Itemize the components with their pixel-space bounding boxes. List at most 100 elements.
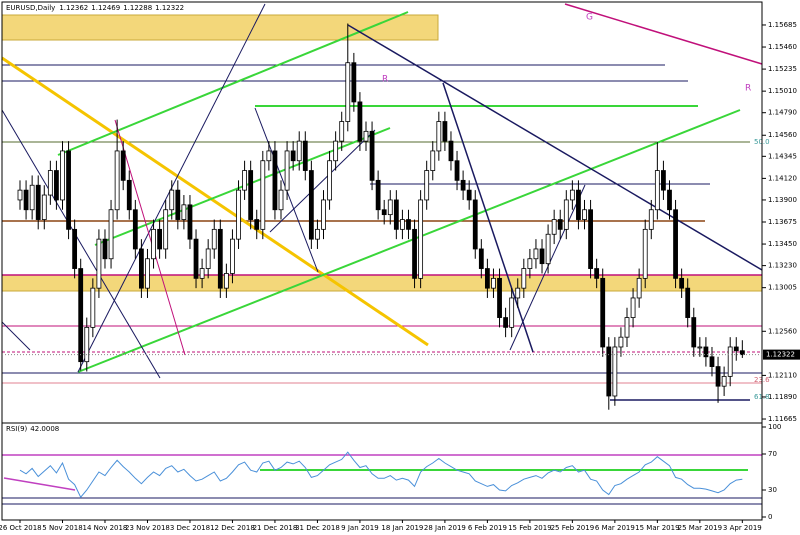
candle-body: [217, 228, 223, 289]
levels: [2, 64, 762, 401]
candle-body: [120, 150, 126, 181]
candle-body: [442, 121, 448, 142]
chart-header: EURUSD,Daily 1.12362 1.12469 1.12288 1.12322: [6, 4, 184, 12]
candle-body: [254, 219, 260, 230]
x-tick-label: 9 Jan 2019: [341, 524, 379, 532]
y-tick-label: 1.15010: [768, 87, 797, 95]
candle-body: [721, 375, 727, 387]
trendline: [57, 11, 409, 156]
rsi-tick-label: 70: [768, 450, 777, 458]
candle-body: [709, 356, 715, 367]
candle-body: [187, 204, 193, 240]
candle-body: [454, 160, 460, 181]
candle-body: [661, 170, 666, 191]
indicator-header: RSI(9) 42.0008: [6, 425, 59, 433]
trendline: [509, 184, 586, 351]
candle-body: [357, 101, 363, 142]
candle-body: [375, 179, 381, 211]
candle-body: [667, 189, 672, 211]
candle-body: [54, 170, 59, 201]
candle-body: [460, 179, 466, 191]
candle-body: [412, 228, 417, 279]
candle-body: [515, 287, 521, 299]
y-tick-label: 1.15460: [768, 43, 797, 51]
candle-body: [278, 189, 284, 211]
candle-body: [102, 238, 108, 260]
candle-body: [406, 219, 411, 230]
rsi-tick-label: 0: [768, 513, 772, 521]
candle-body: [533, 248, 539, 260]
trendline: [1, 56, 429, 347]
candle-body: [266, 150, 272, 162]
candle-body: [223, 273, 229, 289]
x-tick-label: 14 Nov 2018: [83, 524, 128, 532]
candle-body: [90, 287, 96, 328]
rsi-trendline: [3, 477, 76, 491]
candle-body: [400, 219, 405, 230]
candle-body: [321, 199, 326, 230]
candle-body: [193, 238, 199, 279]
candle-body: [484, 268, 490, 289]
candle-body: [739, 350, 745, 356]
candle-body: [248, 170, 254, 220]
trendline: [269, 129, 376, 233]
y-tick-label: 1.14120: [768, 174, 797, 182]
candle-body: [302, 140, 308, 171]
y-tick-label: 1.14345: [768, 152, 797, 160]
x-tick-label: 6 Mar 2019: [595, 524, 635, 532]
candle-body: [66, 150, 71, 230]
candle-body: [472, 199, 478, 250]
x-tick-label: 25 Mar 2019: [678, 524, 722, 532]
candle-body: [363, 130, 369, 142]
candle-body: [630, 297, 636, 318]
candle-body: [369, 130, 375, 181]
header-close: 1.12322: [155, 4, 184, 12]
rsi-tick-label: 30: [768, 486, 777, 494]
candle-body: [430, 150, 436, 171]
x-tick-label: 5 Nov 2018: [42, 524, 82, 532]
candle-body: [35, 184, 41, 220]
header-high: 1.12469: [91, 4, 120, 12]
candle-body: [47, 170, 53, 196]
candle-body: [715, 366, 721, 387]
candle-body: [387, 199, 393, 216]
candle-body: [114, 150, 120, 211]
candle-body: [29, 184, 35, 211]
y-tick-label: 1.12560: [768, 327, 797, 335]
candle-body: [685, 287, 691, 318]
symbol: EURUSD,Daily: [6, 4, 55, 12]
marker-label: R: [382, 75, 388, 85]
candle-body: [697, 346, 703, 349]
candle-body: [345, 62, 351, 122]
candle-body: [539, 248, 545, 265]
rsi-tick-label: 100: [768, 423, 781, 431]
candle-body: [138, 248, 144, 289]
candle-body: [588, 209, 593, 269]
candle-body: [466, 189, 472, 201]
candle-body: [503, 317, 509, 328]
demand-zone: [1, 274, 763, 292]
candle-body: [648, 209, 654, 230]
candle-body: [163, 209, 169, 250]
x-tick-label: 3 Apr 2019: [723, 524, 762, 532]
y-tick-label: 1.12110: [768, 371, 797, 379]
y-tick-label: 1.14790: [768, 109, 797, 117]
candle-body: [594, 268, 600, 279]
x-tick-label: 15 Mar 2019: [635, 524, 679, 532]
candle-body: [296, 140, 302, 162]
marker-label: R: [745, 84, 751, 94]
candle-body: [491, 277, 496, 289]
candle-body: [290, 150, 296, 162]
x-tick-label: 6 Feb 2019: [468, 524, 507, 532]
candle-body: [72, 228, 78, 269]
candle-body: [569, 189, 575, 201]
trendline: [114, 119, 186, 356]
trendline: [1, 109, 161, 379]
x-tick-label: 23 Nov 2018: [125, 524, 170, 532]
candle-body: [527, 258, 533, 269]
header-low: 1.12288: [123, 4, 152, 12]
candle-body: [23, 189, 29, 211]
price-tag-label: 1.12322: [766, 351, 795, 359]
